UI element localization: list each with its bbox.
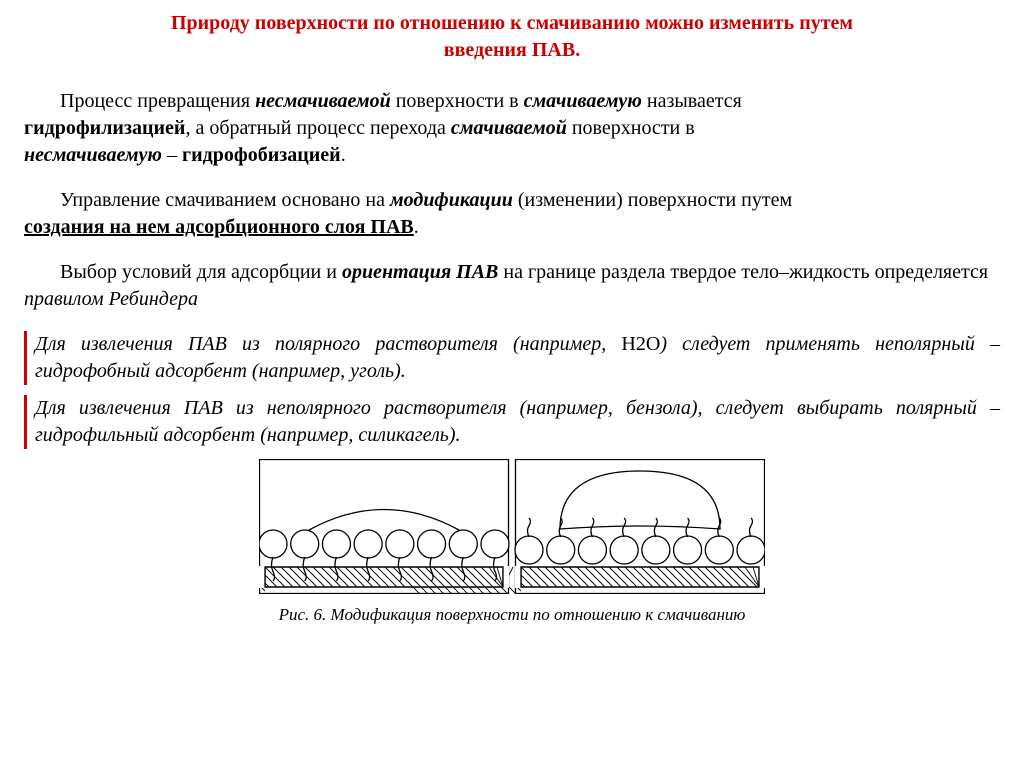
page-title: Природу поверхности по отношению к смачи… — [24, 10, 1000, 64]
q2-text: Для извлечения ПАВ из неполярного раство… — [35, 397, 1000, 446]
paragraph-3: Выбор условий для адсорбции и ориентация… — [24, 259, 1000, 313]
p1-text: , а обратный процесс перехода — [185, 117, 450, 139]
p1-term-1: несмачиваемой — [255, 90, 391, 112]
p1-term-6: гидрофобизацией — [182, 144, 341, 166]
p3-text: Выбор условий для адсорбции и — [60, 261, 342, 283]
figure-caption: Рис. 6. Модификация поверхности по отнош… — [24, 605, 1000, 625]
p2-text: . — [414, 216, 419, 238]
title-line-1: Природу поверхности по отношению к смачи… — [171, 12, 853, 34]
p1-text: называется — [642, 90, 742, 112]
p2-text: (изменении) поверхности путем — [513, 189, 792, 211]
p1-text: поверхности в — [567, 117, 695, 139]
quote-2: Для извлечения ПАВ из неполярного раство… — [24, 395, 1000, 449]
p2-text: Управление смачиванием основано на — [60, 189, 390, 211]
p1-text: поверхности в — [391, 90, 524, 112]
p2-term-1: модификации — [390, 189, 513, 211]
p3-term-1: ориентация ПАВ — [342, 261, 498, 283]
p3-text: на границе раздела твердое тело–жидкость… — [498, 261, 988, 283]
p2-term-2: создания на нем адсорбционного слоя ПАВ — [24, 216, 414, 238]
p1-term-5: несмачиваемую — [24, 144, 162, 166]
paragraph-2: Управление смачиванием основано на модиф… — [24, 187, 1000, 241]
p3-term-2: правилом Ребиндера — [24, 288, 198, 310]
p1-text: – — [162, 144, 182, 166]
title-line-2: введения ПАВ. — [444, 39, 580, 61]
p1-text: Процесс превращения — [60, 90, 255, 112]
figure-wrap: Рис. 6. Модификация поверхности по отнош… — [24, 459, 1000, 625]
paragraph-1: Процесс превращения несмачиваемой поверх… — [24, 88, 1000, 169]
p1-text: . — [341, 144, 346, 166]
surfactant-diagram — [259, 459, 765, 594]
p1-term-4: смачиваемой — [451, 117, 567, 139]
q1-text: Для извлечения ПАВ из полярного раствори… — [35, 333, 621, 355]
quote-1: Для извлечения ПАВ из полярного раствори… — [24, 331, 1000, 385]
p1-term-2: смачиваемую — [524, 90, 642, 112]
p1-term-3: гидрофилизацией — [24, 117, 185, 139]
q1-formula: Н2О — [621, 333, 660, 355]
